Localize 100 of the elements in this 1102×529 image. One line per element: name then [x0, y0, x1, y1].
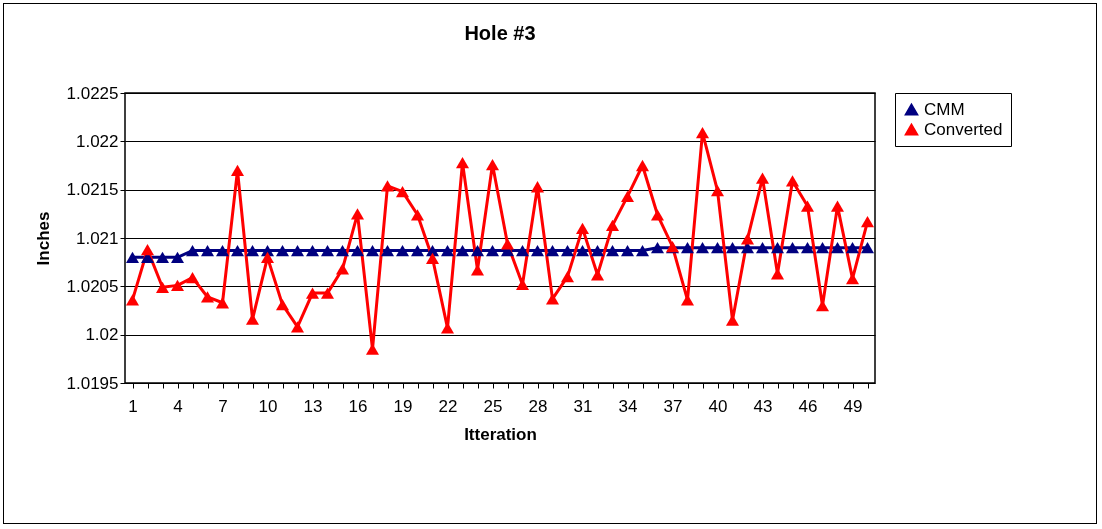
x-tick-label: 13: [303, 396, 323, 416]
point: [860, 215, 875, 228]
point: [230, 164, 245, 176]
point: [335, 263, 350, 275]
point: [695, 242, 710, 254]
point: [245, 244, 260, 257]
point: [440, 244, 455, 257]
point: [635, 159, 650, 172]
point: [305, 244, 320, 257]
point: [425, 252, 440, 264]
point: [575, 222, 590, 234]
point: [320, 287, 335, 299]
point: [260, 251, 275, 263]
point: [815, 242, 830, 254]
x-tick-label: 34: [618, 396, 638, 416]
point: [365, 244, 380, 257]
y-axis-title: Inches: [33, 211, 53, 266]
point: [770, 242, 785, 254]
point: [170, 251, 185, 263]
point: [320, 244, 335, 257]
point: [635, 244, 650, 257]
x-tick-label: 19: [393, 396, 413, 416]
point: [125, 251, 140, 263]
y-tick-label: 1.0205: [66, 276, 119, 296]
point: [530, 181, 545, 193]
point: [800, 200, 815, 212]
x-tick-label: 40: [708, 396, 728, 416]
point: [410, 244, 425, 257]
x-tick-label: 16: [348, 396, 368, 416]
point: [485, 244, 500, 257]
point: [845, 242, 860, 254]
point: [455, 156, 470, 169]
point: [290, 244, 305, 257]
point: [740, 233, 755, 245]
point: [200, 291, 215, 303]
point: [785, 242, 800, 254]
point: [395, 185, 410, 198]
point: [620, 190, 635, 203]
x-tick-label: 25: [483, 396, 503, 416]
point: [395, 244, 410, 257]
x-tick-label: 31: [573, 396, 593, 416]
point: [155, 281, 170, 293]
point: [755, 172, 770, 184]
point: [455, 244, 470, 257]
point: [755, 242, 770, 254]
point: [515, 244, 530, 257]
x-tick-label: 28: [528, 396, 548, 416]
point: [650, 242, 665, 254]
point: [545, 244, 560, 257]
point: [470, 244, 485, 257]
point: [650, 209, 665, 221]
point: [200, 244, 215, 257]
point: [605, 219, 620, 232]
point: [170, 279, 185, 292]
y-tick-label: 1.022: [75, 131, 119, 151]
point: [230, 244, 245, 257]
point: [710, 242, 725, 254]
point: [590, 269, 605, 281]
point: [335, 244, 350, 257]
x-tick-label: 1: [128, 396, 138, 416]
point: [530, 244, 545, 257]
x-tick-label: 37: [663, 396, 683, 416]
x-tick-label: 43: [753, 396, 773, 416]
point: [545, 293, 560, 305]
point: [680, 242, 695, 254]
y-tick-label: 1.0225: [66, 83, 119, 103]
point: [500, 238, 515, 250]
point: [410, 209, 425, 221]
point: [860, 242, 875, 254]
point: [305, 287, 320, 299]
point: [215, 244, 230, 257]
x-tick-label: 22: [438, 396, 458, 416]
point: [155, 251, 170, 263]
point: [275, 244, 290, 257]
x-tick-label: 49: [843, 396, 863, 416]
point: [140, 243, 155, 256]
x-axis-title: Itteration: [464, 424, 537, 444]
x-tick-label: 46: [798, 396, 818, 416]
x-tick-label: 4: [173, 396, 183, 416]
point: [485, 158, 500, 171]
point: [785, 175, 800, 187]
y-tick-label: 1.02: [85, 325, 119, 345]
chart-title: Hole #3: [464, 22, 536, 44]
point: [800, 242, 815, 254]
point: [290, 321, 305, 333]
point: [830, 242, 845, 254]
point: [275, 299, 290, 311]
point: [350, 244, 365, 257]
point: [605, 244, 620, 257]
point: [125, 294, 140, 306]
y-tick-label: 1.0195: [66, 373, 119, 393]
point: [380, 180, 395, 192]
x-tick-label: 10: [258, 396, 278, 416]
point: [590, 244, 605, 257]
point: [695, 126, 710, 139]
x-tick-label: 7: [218, 396, 228, 416]
point: [710, 184, 725, 197]
point: [620, 244, 635, 257]
point: [350, 208, 365, 220]
point: [560, 244, 575, 257]
